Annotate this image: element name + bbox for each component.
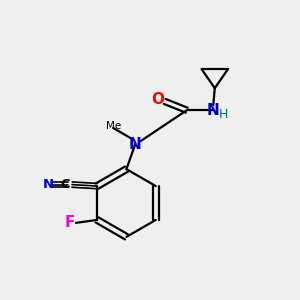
- Text: N: N: [129, 136, 142, 152]
- Text: O: O: [152, 92, 165, 107]
- Text: N: N: [207, 103, 220, 118]
- Text: N: N: [42, 178, 53, 191]
- Text: C: C: [61, 178, 70, 191]
- Text: H: H: [219, 108, 228, 121]
- Text: F: F: [64, 215, 75, 230]
- Text: Me: Me: [106, 122, 121, 131]
